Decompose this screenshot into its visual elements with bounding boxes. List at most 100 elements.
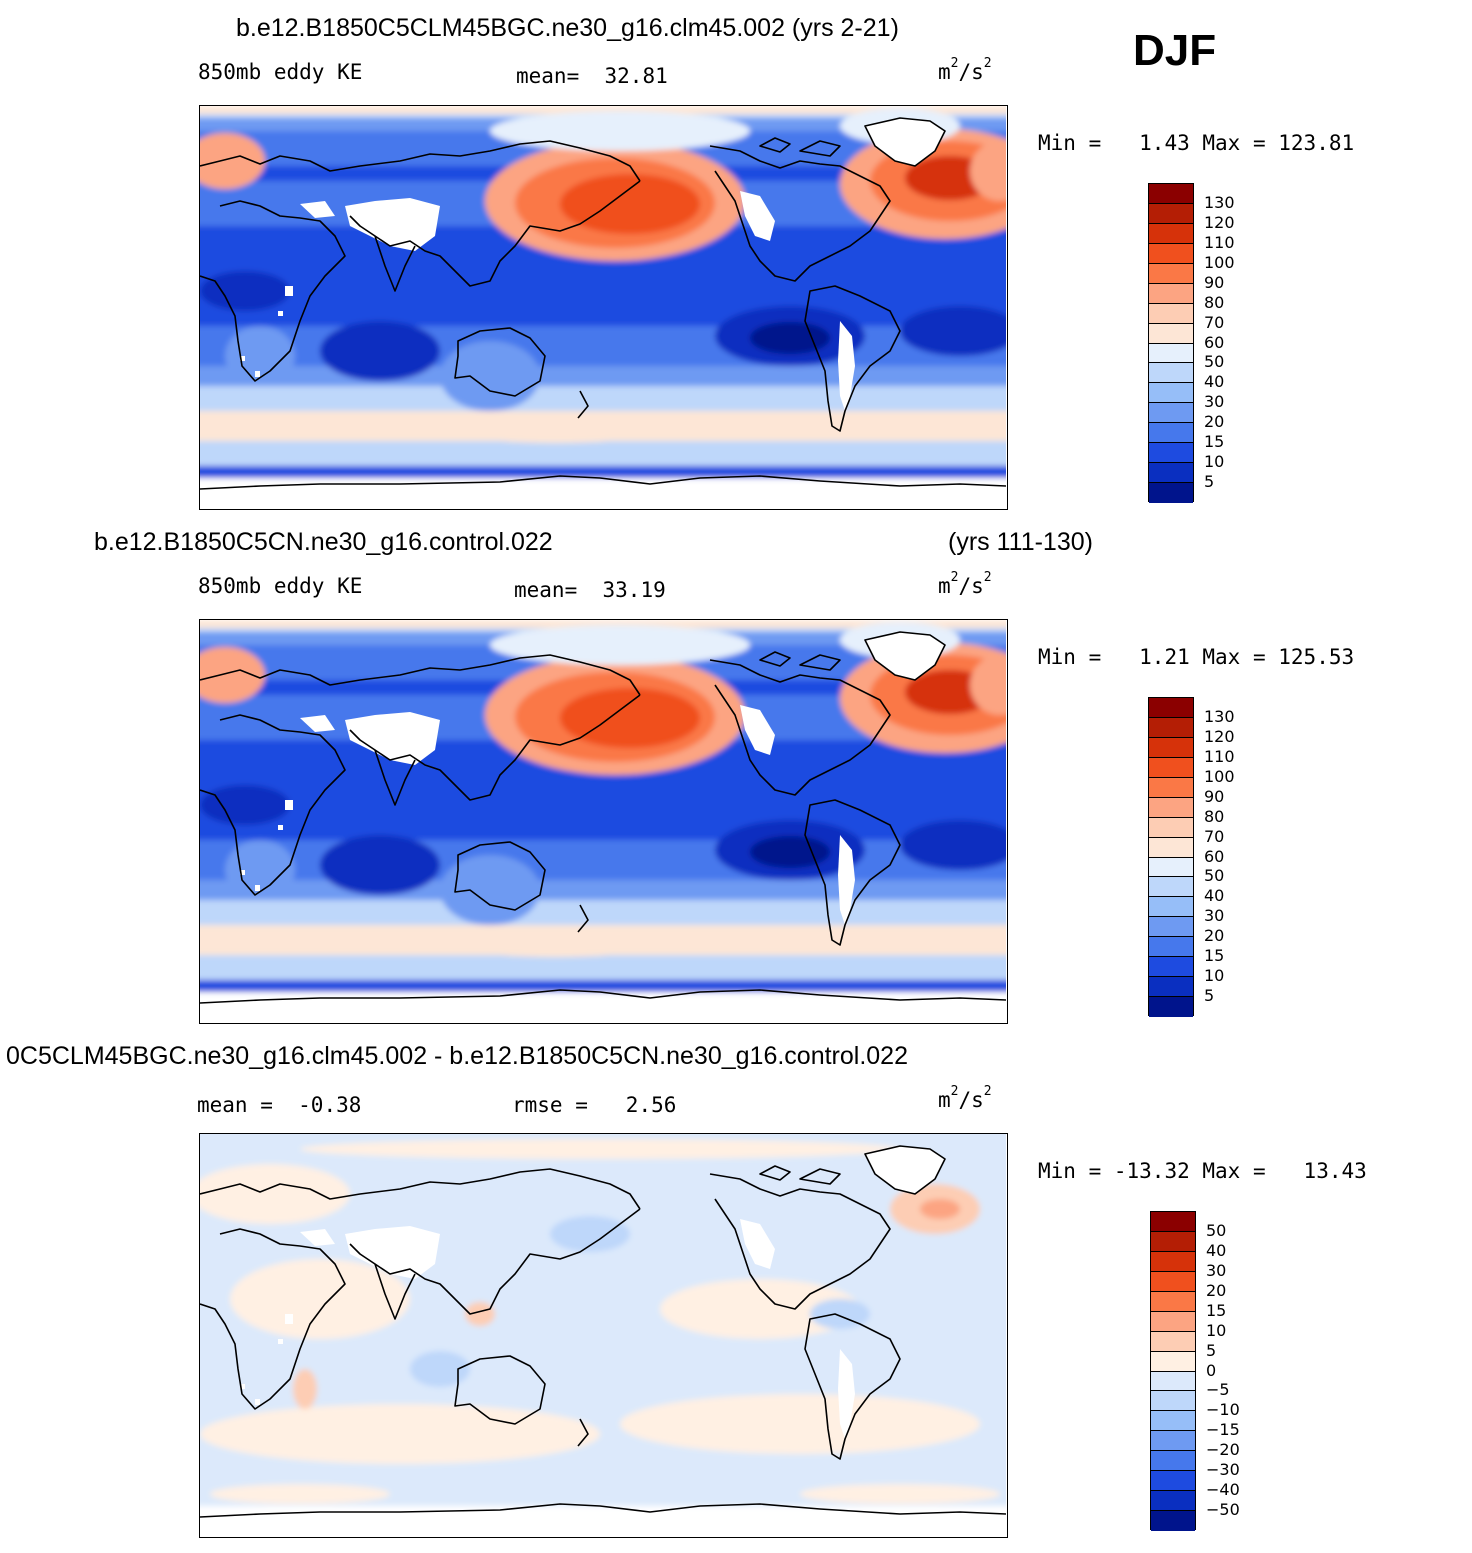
colorbar-swatch xyxy=(1149,698,1193,718)
panel-2-max-value: 125.53 xyxy=(1278,645,1355,669)
panel-3-mean: mean = -0.38 xyxy=(197,1093,361,1117)
panel-1-min-value: 1.43 xyxy=(1139,131,1190,155)
colorbar-label: 60 xyxy=(1204,846,1225,866)
colorbar-swatch xyxy=(1151,1391,1195,1412)
colorbar-swatch xyxy=(1149,937,1193,958)
colorbar-label: 50 xyxy=(1206,1220,1227,1240)
colorbar-swatch xyxy=(1149,837,1193,858)
colorbar-swatch xyxy=(1151,1431,1195,1452)
colorbar-swatch xyxy=(1149,877,1193,898)
colorbar-label: 130 xyxy=(1204,192,1235,212)
colorbar-label: 100 xyxy=(1204,766,1235,786)
colorbar-swatch xyxy=(1149,717,1193,738)
panel-3-rmse-label: rmse = xyxy=(512,1093,588,1117)
panel-3-mean-value: -0.38 xyxy=(298,1093,362,1117)
colorbar-label: 10 xyxy=(1204,966,1225,986)
panel-3-rmse: rmse = 2.56 xyxy=(512,1093,676,1117)
colorbar-swatch xyxy=(1149,483,1193,503)
panel-1-mean-label: mean= xyxy=(516,64,580,88)
colorbar-swatch xyxy=(1149,263,1193,284)
panel-2-years: (yrs 111-130) xyxy=(948,528,1093,556)
panel-1-colorbar xyxy=(1148,183,1194,503)
colorbar-label: 90 xyxy=(1204,786,1225,806)
colorbar-swatch xyxy=(1149,857,1193,878)
colorbar-swatch xyxy=(1151,1411,1195,1432)
panel-2-mean: mean= 33.19 xyxy=(514,578,666,602)
colorbar-swatch xyxy=(1151,1351,1195,1372)
colorbar-swatch xyxy=(1149,797,1193,818)
colorbar-swatch xyxy=(1149,737,1193,758)
colorbar-swatch xyxy=(1149,443,1193,464)
colorbar-swatch xyxy=(1151,1271,1195,1292)
colorbar-swatch xyxy=(1149,243,1193,264)
colorbar-label: 15 xyxy=(1204,946,1225,966)
colorbar-label: 70 xyxy=(1204,312,1225,332)
panel-2-minmax: Min = 1.21 Max = 125.53 xyxy=(1038,645,1355,669)
colorbar-label: 20 xyxy=(1204,412,1225,432)
colorbar-swatch xyxy=(1151,1451,1195,1472)
colorbar-label: 120 xyxy=(1204,726,1235,746)
colorbar-label: −15 xyxy=(1206,1420,1240,1440)
colorbar-swatch xyxy=(1151,1251,1195,1272)
colorbar-label: −50 xyxy=(1206,1500,1240,1520)
colorbar-swatch xyxy=(1149,223,1193,244)
panel-1-map xyxy=(199,105,1008,510)
colorbar-label: 120 xyxy=(1204,212,1235,232)
colorbar-swatch xyxy=(1149,957,1193,978)
colorbar-label: 80 xyxy=(1204,806,1225,826)
colorbar-label: −10 xyxy=(1206,1400,1240,1420)
panel-3-mean-label: mean = xyxy=(197,1093,273,1117)
colorbar-swatch xyxy=(1151,1311,1195,1332)
colorbar-label: 100 xyxy=(1204,252,1235,272)
colorbar-label: 40 xyxy=(1206,1240,1227,1260)
colorbar-label: 15 xyxy=(1204,432,1225,452)
colorbar-label: 50 xyxy=(1204,866,1225,886)
panel-1-mean: mean= 32.81 xyxy=(516,64,668,88)
colorbar-swatch xyxy=(1149,977,1193,998)
colorbar-swatch xyxy=(1149,323,1193,344)
panel-3-colorbar xyxy=(1150,1211,1196,1531)
colorbar-swatch xyxy=(1149,997,1193,1017)
colorbar-swatch xyxy=(1151,1331,1195,1352)
colorbar-label: 50 xyxy=(1204,352,1225,372)
colorbar-swatch xyxy=(1151,1471,1195,1492)
panel-2-title: b.e12.B1850C5CN.ne30_g16.control.022 xyxy=(94,528,553,556)
colorbar-swatch xyxy=(1149,203,1193,224)
panel-1-minmax: Min = 1.43 Max = 123.81 xyxy=(1038,131,1355,155)
colorbar-swatch xyxy=(1149,403,1193,424)
colorbar-swatch xyxy=(1151,1231,1195,1252)
colorbar-label: 5 xyxy=(1204,472,1215,492)
colorbar-swatch xyxy=(1149,463,1193,484)
colorbar-swatch xyxy=(1151,1371,1195,1392)
colorbar-label: 30 xyxy=(1204,392,1225,412)
panel-3-map xyxy=(199,1133,1008,1538)
colorbar-label: −30 xyxy=(1206,1460,1240,1480)
colorbar-swatch xyxy=(1149,897,1193,918)
colorbar-label: 0 xyxy=(1206,1360,1217,1380)
panel-2-map xyxy=(199,619,1008,1024)
colorbar-label: 40 xyxy=(1204,372,1225,392)
colorbar-label: 60 xyxy=(1204,332,1225,352)
panel-2-colorbar xyxy=(1148,697,1194,1017)
panel-1-mean-value: 32.81 xyxy=(604,64,668,88)
panel-2-variable: 850mb eddy KE xyxy=(198,574,363,598)
colorbar-swatch xyxy=(1149,917,1193,938)
colorbar-swatch xyxy=(1149,303,1193,324)
colorbar-swatch xyxy=(1149,817,1193,838)
colorbar-label: 30 xyxy=(1204,906,1225,926)
season-label: DJF xyxy=(1133,26,1217,75)
colorbar-label: 30 xyxy=(1206,1260,1227,1280)
panel-3-title: 0C5CLM45BGC.ne30_g16.clm45.002 - b.e12.B… xyxy=(6,1042,908,1070)
colorbar-label: 5 xyxy=(1206,1340,1217,1360)
colorbar-label: 90 xyxy=(1204,272,1225,292)
colorbar-label: 20 xyxy=(1204,926,1225,946)
colorbar-swatch xyxy=(1149,363,1193,384)
colorbar-label: 110 xyxy=(1204,746,1235,766)
colorbar-label: 20 xyxy=(1206,1280,1227,1300)
colorbar-label: 40 xyxy=(1204,886,1225,906)
panel-1-units: m2/s2 xyxy=(938,56,992,84)
colorbar-label: −20 xyxy=(1206,1440,1240,1460)
panel-1-variable: 850mb eddy KE xyxy=(198,60,363,84)
colorbar-swatch xyxy=(1149,283,1193,304)
colorbar-swatch xyxy=(1149,757,1193,778)
